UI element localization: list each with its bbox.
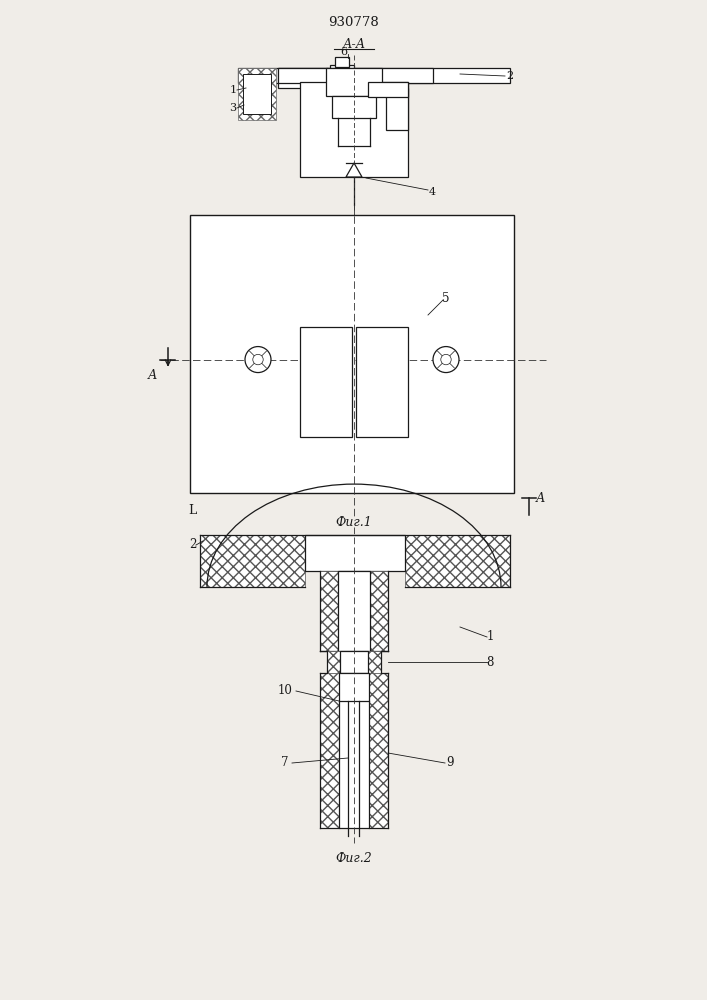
Text: 930778: 930778: [329, 15, 380, 28]
Bar: [305, 535, 405, 571]
Bar: [320, 571, 388, 651]
Bar: [340, 651, 368, 673]
Circle shape: [253, 354, 263, 365]
Text: 9: 9: [446, 756, 454, 770]
Text: Фиг.2: Фиг.2: [336, 852, 373, 864]
Circle shape: [433, 347, 459, 373]
Bar: [386, 88, 408, 130]
Bar: [330, 65, 354, 80]
Bar: [356, 327, 408, 437]
Bar: [368, 82, 408, 97]
Text: 10: 10: [278, 684, 293, 698]
Text: А-А: А-А: [342, 38, 366, 51]
Text: 4: 4: [428, 187, 436, 197]
Text: Фиг.1: Фиг.1: [336, 516, 373, 530]
Text: 8: 8: [486, 656, 493, 668]
Bar: [300, 327, 352, 437]
Text: 6: 6: [341, 47, 348, 57]
Bar: [327, 651, 381, 673]
Text: 5: 5: [443, 292, 450, 304]
Bar: [278, 68, 433, 83]
Text: L: L: [188, 504, 196, 518]
Bar: [338, 571, 370, 651]
Text: 3: 3: [230, 103, 237, 113]
Bar: [243, 74, 271, 114]
Text: 2: 2: [506, 71, 513, 81]
Bar: [190, 215, 514, 493]
Bar: [238, 68, 276, 120]
Text: А: А: [535, 491, 545, 504]
Bar: [326, 68, 382, 96]
Bar: [238, 68, 510, 83]
Text: 2: 2: [189, 538, 197, 552]
Bar: [278, 68, 328, 88]
Bar: [335, 57, 349, 67]
Circle shape: [245, 347, 271, 373]
Bar: [405, 535, 510, 587]
Text: 7: 7: [281, 756, 288, 770]
Bar: [339, 673, 369, 828]
Text: 1: 1: [486, 631, 493, 644]
Bar: [320, 673, 388, 828]
Bar: [200, 535, 305, 587]
Text: 1: 1: [230, 85, 237, 95]
Bar: [332, 96, 376, 118]
Polygon shape: [346, 163, 362, 177]
Text: А: А: [147, 369, 157, 382]
Circle shape: [440, 354, 451, 365]
Bar: [300, 82, 408, 177]
